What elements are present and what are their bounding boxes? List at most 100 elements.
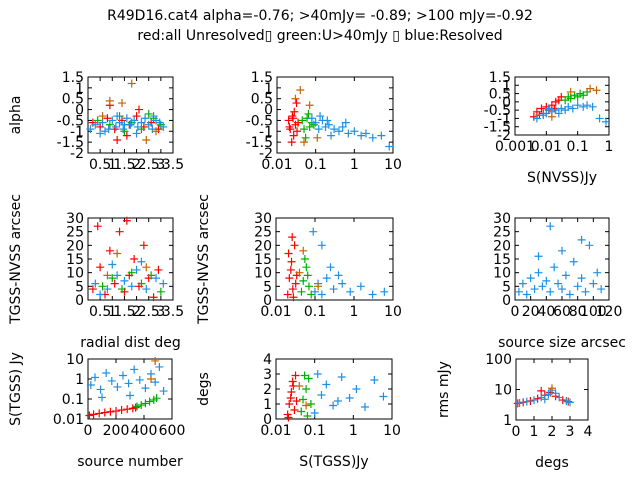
data-point-blue xyxy=(350,127,359,136)
y-tick-label: 1 xyxy=(75,372,84,388)
y-tick-label: 1 xyxy=(263,397,272,413)
data-point-blue xyxy=(522,290,531,299)
x-tick-label: 0.1 xyxy=(567,139,589,155)
x-tick-label: 1 xyxy=(108,304,117,320)
data-point-blue xyxy=(368,290,377,299)
data-point-red xyxy=(103,114,112,123)
y-tick-label: -1 xyxy=(70,124,84,140)
data-point-blue xyxy=(132,265,141,274)
x-tick-label: 0.1 xyxy=(305,157,327,173)
data-point-blue xyxy=(380,287,389,296)
data-point-green xyxy=(127,268,136,277)
data-point-blue xyxy=(137,257,146,266)
x-tick-label: 0 xyxy=(84,423,93,439)
y-tick-label: -0.5 xyxy=(484,103,511,119)
data-point-blue xyxy=(568,104,577,113)
data-point-blue xyxy=(554,109,563,118)
y-tick-label: 0.1 xyxy=(62,392,84,408)
panel-frame xyxy=(276,76,394,154)
data-point-blue xyxy=(357,131,366,140)
data-point-blue xyxy=(311,118,320,127)
data-point-blue xyxy=(108,260,117,269)
x-tick-label: 2 xyxy=(132,157,141,173)
data-point-blue xyxy=(534,252,543,261)
data-point-blue xyxy=(352,385,361,393)
x-axis-label: source number xyxy=(77,454,183,470)
data-point-blue xyxy=(537,393,546,402)
data-point-red xyxy=(85,411,94,420)
data-point-blue xyxy=(104,125,113,134)
data-point-green xyxy=(300,371,309,380)
data-point-red xyxy=(287,388,296,396)
data-point-green xyxy=(302,263,311,272)
data-point-blue xyxy=(309,227,318,236)
data-point-blue xyxy=(149,112,158,121)
x-tick-label: 0 xyxy=(511,304,520,320)
data-point-blue xyxy=(334,127,343,136)
data-point-green xyxy=(303,271,312,280)
data-point-blue xyxy=(141,384,150,393)
data-point-blue xyxy=(316,112,325,121)
y-tick-label: -1 xyxy=(497,111,511,127)
y-tick-label: 20 xyxy=(493,238,511,254)
data-point-orange xyxy=(147,375,155,383)
data-point-blue xyxy=(546,287,555,296)
data-point-blue xyxy=(551,389,560,398)
data-point-blue xyxy=(132,129,141,138)
y-tick-label: -0.5 xyxy=(57,113,84,129)
y-tick-label: 25 xyxy=(254,225,272,241)
data-point-blue xyxy=(113,382,122,391)
data-point-blue xyxy=(566,398,574,407)
x-tick-label: 3.5 xyxy=(162,304,184,320)
data-point-blue xyxy=(334,271,343,280)
data-point-red xyxy=(117,406,126,415)
data-point-blue xyxy=(327,131,336,140)
data-point-orange xyxy=(142,263,151,272)
data-point-green xyxy=(108,274,117,283)
data-point-blue xyxy=(148,125,157,134)
data-point-blue xyxy=(526,274,535,283)
x-tick-label: 0.5 xyxy=(89,304,111,320)
x-tick-label: 3 xyxy=(156,157,165,173)
data-point-blue xyxy=(515,399,524,408)
data-point-blue xyxy=(98,393,106,402)
data-point-red xyxy=(285,274,294,283)
data-point-blue xyxy=(577,235,586,244)
data-point-blue xyxy=(159,122,168,131)
y-tick-label: 5 xyxy=(263,279,272,295)
data-point-red xyxy=(285,400,294,408)
data-point-green xyxy=(144,109,153,118)
data-point-blue xyxy=(108,116,117,125)
data-point-red xyxy=(533,394,542,403)
data-point-blue xyxy=(597,285,606,294)
y-tick-label: 0.5 xyxy=(62,92,84,108)
data-point-blue xyxy=(544,104,553,113)
data-point-red xyxy=(110,279,119,288)
y-tick-label: 1 xyxy=(264,81,273,97)
data-point-red xyxy=(89,410,98,419)
data-point-blue xyxy=(137,118,146,127)
y-tick-label: 0.5 xyxy=(251,92,273,108)
data-point-blue xyxy=(133,122,142,131)
data-point-blue xyxy=(532,114,541,123)
data-point-orange xyxy=(300,138,309,147)
y-tick-label: -1.5 xyxy=(484,120,511,136)
data-point-blue xyxy=(307,114,316,123)
data-point-blue xyxy=(557,104,566,113)
data-point-blue xyxy=(379,392,388,401)
data-point-blue xyxy=(514,287,523,296)
y-tick-label: 10 xyxy=(254,266,272,282)
data-point-red xyxy=(294,118,303,127)
x-tick-label: 2.5 xyxy=(138,304,160,320)
data-point-green xyxy=(141,399,150,408)
data-point-orange xyxy=(142,135,151,144)
data-point-red xyxy=(292,99,301,108)
data-point-red xyxy=(139,241,148,250)
x-tick-label: 0.01 xyxy=(531,139,562,155)
y-axis-label: TGSS-NVSS arcsec xyxy=(8,194,24,325)
data-point-orange xyxy=(314,282,323,291)
data-point-red xyxy=(100,408,109,417)
